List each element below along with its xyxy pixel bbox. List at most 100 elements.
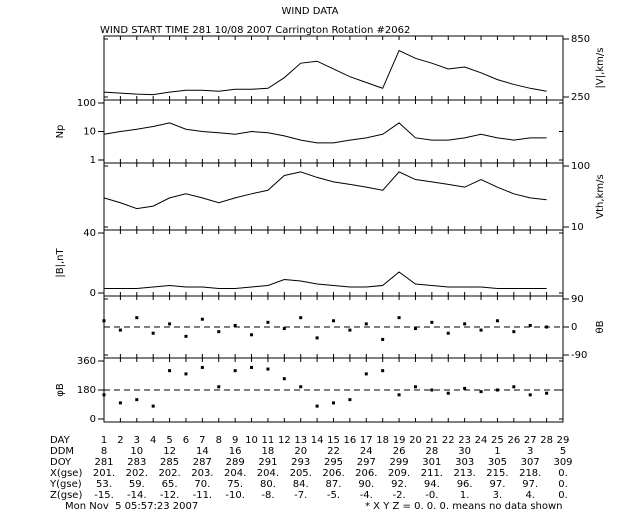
data-point	[381, 369, 385, 373]
data-point	[315, 336, 319, 340]
table-cell: 10	[130, 446, 143, 457]
table-cell: 203.	[191, 468, 213, 479]
table-cell: -0.	[425, 490, 438, 501]
table-cell: 307	[521, 457, 540, 468]
y-tick-label: -90	[571, 350, 587, 361]
footnote: * X Y Z = 0. 0. 0. means no data shown	[365, 501, 563, 512]
data-point	[381, 337, 385, 341]
row-label: DAY	[50, 435, 71, 446]
data-point	[332, 319, 335, 323]
y-tick-label: 10	[83, 127, 96, 138]
subtitle: WIND START TIME 281 10/08 2007 Carringto…	[100, 25, 410, 36]
data-line	[104, 271, 547, 289]
table-cell: 213.	[454, 468, 476, 479]
y-axis-label: φB	[55, 383, 66, 397]
table-cell: 9	[232, 435, 238, 446]
table-cell: 1.	[460, 490, 470, 501]
table-cell: 202.	[126, 468, 148, 479]
data-point	[430, 320, 434, 324]
y-tick-label: 850	[571, 34, 590, 45]
table-cell: 87.	[326, 479, 342, 490]
y-tick-label: 100	[77, 98, 96, 109]
data-point	[118, 401, 122, 405]
table-cell: 26	[507, 435, 520, 446]
y-tick-label: 40	[83, 228, 96, 239]
data-point	[282, 377, 286, 381]
table-cell: 305	[488, 457, 507, 468]
table-cell: 285	[160, 457, 179, 468]
data-point	[102, 319, 106, 323]
data-line	[103, 49, 547, 96]
table-cell: -14.	[127, 490, 147, 501]
timestamp: Mon Nov 5 05:57:23 2007	[65, 501, 198, 512]
data-point	[348, 398, 352, 402]
table-cell: 18	[376, 435, 389, 446]
table-cell: 14	[311, 435, 324, 446]
row-label: X(gse)	[50, 468, 82, 479]
table-cell: 28	[540, 435, 553, 446]
data-point	[463, 386, 467, 390]
data-point	[413, 385, 417, 389]
data-point	[364, 322, 368, 326]
table-cell: 97.	[489, 479, 505, 490]
table-cell: 28	[425, 446, 438, 457]
data-point	[168, 369, 172, 373]
data-line	[103, 122, 547, 144]
table-cell: 309	[553, 457, 572, 468]
y-axis-label: |B|,nT	[55, 248, 66, 278]
data-point	[217, 330, 221, 334]
table-cell: 301	[422, 457, 441, 468]
table-cell: -12.	[160, 490, 180, 501]
data-point	[250, 333, 254, 337]
y-tick-label: 250	[571, 92, 590, 103]
table-cell: -11.	[193, 490, 213, 501]
table-cell: 206.	[355, 468, 377, 479]
y-axis-label: Np	[55, 125, 66, 139]
data-point	[495, 388, 499, 392]
y-tick-label: 0	[90, 414, 96, 425]
table-cell: 289	[226, 457, 245, 468]
table-cell: 13	[294, 435, 307, 446]
table-cell: 8	[101, 446, 107, 457]
data-point	[184, 372, 188, 376]
table-cell: -5.	[327, 490, 340, 501]
table-cell: 65.	[162, 479, 178, 490]
y-tick-label: 10	[571, 222, 584, 233]
data-point	[135, 316, 139, 320]
table-cell: 96.	[457, 479, 473, 490]
data-point	[299, 385, 303, 389]
table-cell: 299	[390, 457, 409, 468]
data-point	[184, 334, 188, 338]
table-cell: -4.	[360, 490, 373, 501]
table-cell: 22	[442, 435, 455, 446]
data-point	[446, 391, 450, 395]
table-cell: 4	[150, 435, 156, 446]
table-cell: 30	[458, 446, 471, 457]
data-point	[512, 330, 516, 334]
table-cell: 70.	[194, 479, 210, 490]
table-cell: 3	[527, 446, 533, 457]
table-cell: 287	[193, 457, 212, 468]
data-point	[102, 393, 106, 397]
table-cell: 92.	[391, 479, 407, 490]
data-point	[413, 327, 417, 331]
table-cell: 19	[393, 435, 406, 446]
table-cell: 16	[229, 446, 242, 457]
table-cell: 29	[557, 435, 570, 446]
data-point	[282, 327, 286, 331]
table-cell: 25	[491, 435, 504, 446]
data-point	[446, 331, 450, 335]
table-cell: 281	[94, 457, 113, 468]
table-cell: 12	[163, 446, 176, 457]
table-cell: 209.	[388, 468, 410, 479]
table-cell: 11	[262, 435, 275, 446]
table-cell: 21	[425, 435, 438, 446]
data-line	[103, 171, 547, 210]
table-cell: 15	[327, 435, 340, 446]
y-tick-label: 0	[571, 322, 577, 333]
data-point	[463, 322, 467, 326]
table-cell: 204.	[257, 468, 279, 479]
table-cell: 3.	[493, 490, 503, 501]
y-axis-label: Vth,km/s	[595, 174, 606, 218]
